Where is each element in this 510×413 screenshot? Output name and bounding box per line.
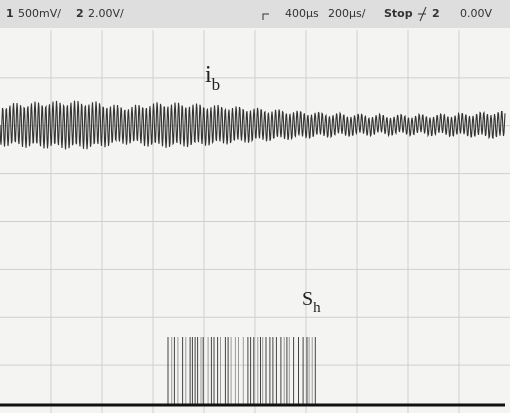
trigger-channel: 2 xyxy=(432,7,440,20)
oscilloscope-screen: 1 500mV/ 2 2.00V/ 400µs 200µs/ Stop 2 0.… xyxy=(0,0,510,413)
run-state: Stop xyxy=(384,7,413,20)
delay: 400µs xyxy=(285,7,319,20)
channel1-scale: 500mV/ xyxy=(18,7,61,20)
label-sub: b xyxy=(212,75,221,94)
channel1-number: 1 xyxy=(6,7,14,20)
timebase: 200µs/ xyxy=(328,7,366,20)
trigger-level: 0.00V xyxy=(460,7,492,20)
channel2-scale: 2.00V/ xyxy=(88,7,124,20)
channel2-number: 2 xyxy=(76,7,84,20)
label-sub: h xyxy=(313,300,321,316)
label-main: S xyxy=(302,288,313,310)
